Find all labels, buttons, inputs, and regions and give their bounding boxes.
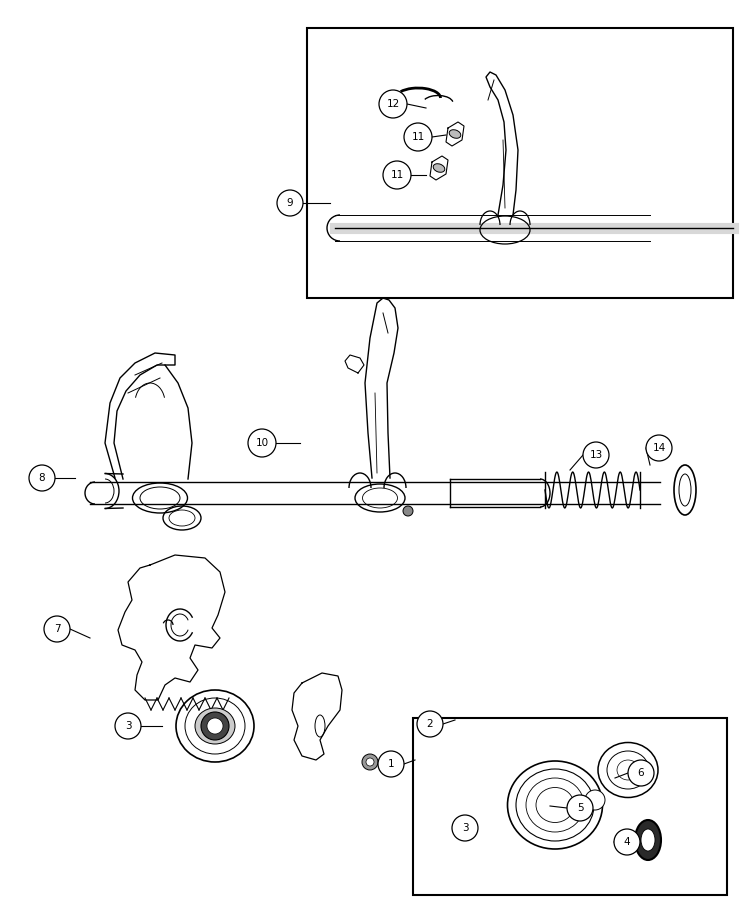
Text: 9: 9 [287,198,293,208]
Text: 12: 12 [386,99,399,109]
Text: 13: 13 [589,450,602,460]
Circle shape [567,795,593,821]
Circle shape [403,506,413,516]
Text: 7: 7 [53,624,60,634]
Circle shape [585,790,605,810]
Circle shape [115,713,141,739]
Text: 3: 3 [124,721,131,731]
Circle shape [277,190,303,216]
Circle shape [404,123,432,151]
Bar [413,718,727,895]
Ellipse shape [449,130,461,139]
Text: 5: 5 [576,803,583,813]
Circle shape [452,815,478,841]
Circle shape [248,429,276,457]
Circle shape [44,616,70,642]
Circle shape [29,465,55,491]
Ellipse shape [641,829,655,851]
Circle shape [614,829,640,855]
Text: 3: 3 [462,823,468,833]
Text: 4: 4 [624,837,631,847]
Circle shape [383,161,411,189]
Text: 8: 8 [39,473,45,483]
Circle shape [378,751,404,777]
Circle shape [207,718,223,734]
Ellipse shape [433,164,445,172]
Text: 11: 11 [391,170,404,180]
Text: 2: 2 [427,719,433,729]
Bar [307,28,733,298]
Text: 14: 14 [652,443,665,453]
Text: 11: 11 [411,132,425,142]
Circle shape [366,758,374,766]
Circle shape [628,760,654,786]
Text: 10: 10 [256,438,268,448]
Text: 6: 6 [638,768,645,778]
Circle shape [583,442,609,468]
Circle shape [362,754,378,770]
Circle shape [379,90,407,118]
Circle shape [417,711,443,737]
Ellipse shape [195,708,235,744]
Ellipse shape [635,820,661,860]
Circle shape [646,435,672,461]
Circle shape [201,712,229,740]
Text: 1: 1 [388,759,394,769]
